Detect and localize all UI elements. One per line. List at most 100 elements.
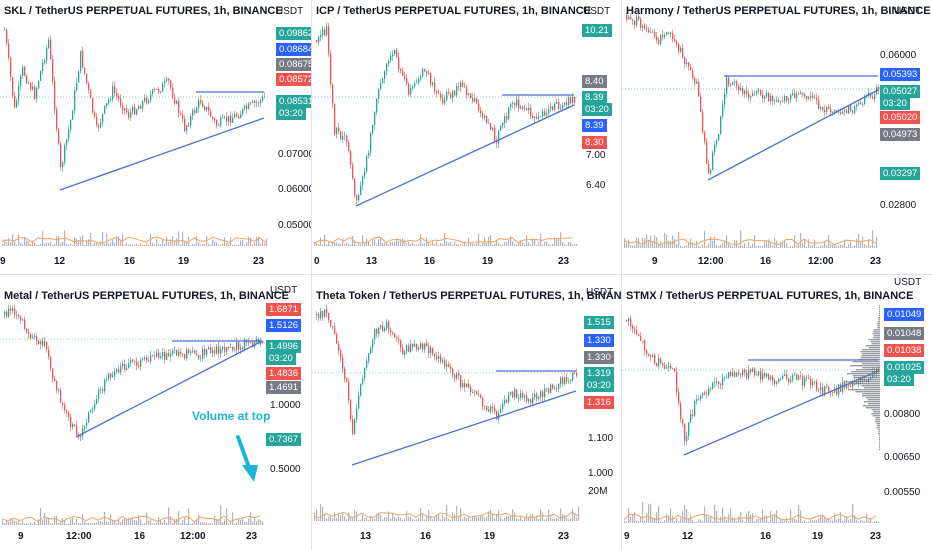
candle-body [346, 378, 348, 382]
volume-bar [640, 516, 642, 523]
volume-bar [754, 235, 756, 248]
candle-body [316, 313, 318, 315]
candle-body [386, 63, 388, 72]
x-tick-label: 9 [652, 256, 658, 267]
volume-bar [80, 523, 82, 525]
candle-body [676, 41, 678, 45]
volume-bar [770, 241, 772, 248]
volume-scale-label: 20M [588, 486, 608, 497]
volume-bar [4, 523, 6, 525]
y-tick-label: 0.02800 [880, 200, 917, 211]
candle-body [446, 91, 448, 100]
volume-bar [728, 243, 730, 248]
candle-body [366, 155, 368, 172]
volume-bar [78, 241, 80, 246]
candle-body [208, 106, 210, 111]
chart-panel-stmx[interactable]: STMX / TetherUS PERPETUAL FUTURES, 1h, B… [622, 275, 932, 550]
candle-body [362, 176, 364, 186]
candle-body [378, 88, 380, 99]
candle-body [336, 334, 338, 344]
volume-bar [434, 243, 436, 246]
volume-bar [508, 239, 510, 246]
candle-body [92, 98, 94, 113]
volume-bar [120, 522, 122, 525]
volume-bar [76, 238, 78, 246]
candle-body [828, 387, 830, 392]
volume-bar [6, 242, 8, 246]
volume-bar [760, 246, 762, 248]
volume-bar [632, 514, 634, 523]
volume-profile-bar [877, 327, 880, 329]
candle-body [786, 96, 788, 101]
chart-panel-harmony[interactable]: Harmony / TetherUS PERPETUAL FUTURES, 1h… [622, 0, 932, 274]
volume-bar [572, 244, 574, 246]
candle-body [458, 86, 460, 88]
volume-bar [498, 242, 500, 246]
candle-body [164, 81, 166, 84]
volume-bar [194, 522, 196, 525]
candle-body [790, 94, 792, 99]
candle-body [148, 360, 150, 362]
candle-body [846, 110, 848, 114]
candle-body [340, 350, 342, 358]
candle-body [332, 326, 334, 328]
candle-body [686, 62, 688, 64]
volume-bar [206, 522, 208, 525]
candle-body [222, 117, 224, 119]
candle-body [692, 414, 694, 416]
chart-panel-theta[interactable]: Theta Token / TetherUS PERPETUAL FUTURES… [312, 275, 621, 550]
candle-body [176, 349, 178, 356]
chart-panel-skl[interactable]: SKL / TetherUS PERPETUAL FUTURES, 1h, BI… [0, 0, 311, 274]
volume-bar [850, 518, 852, 523]
candle-body [206, 106, 208, 111]
candle-body [416, 82, 418, 84]
volume-bar [512, 241, 514, 246]
candle-body [140, 359, 142, 367]
volume-bar [394, 516, 396, 521]
volume-bar [444, 233, 446, 246]
x-tick-label: 19 [484, 531, 496, 542]
volume-bar [160, 244, 162, 246]
candle-body [792, 93, 794, 95]
volume-bar [358, 519, 360, 521]
chart-panel-icp[interactable]: ICP / TetherUS PERPETUAL FUTURES, 1h, BI… [312, 0, 621, 274]
y-tick-label: 0.06000 [278, 184, 311, 195]
volume-bar [570, 242, 572, 246]
candle-body [52, 59, 54, 82]
candle-body [824, 386, 826, 395]
candle-body [464, 383, 466, 388]
volume-bar [542, 244, 544, 246]
volume-bar [564, 243, 566, 246]
candle-body [122, 105, 124, 111]
volume-bar [724, 516, 726, 523]
candle-body [806, 96, 808, 100]
volume-bar [742, 519, 744, 523]
volume-bar [468, 238, 470, 246]
price-badge: 1.515 [584, 316, 614, 329]
volume-bar [348, 243, 350, 246]
candle-body [244, 339, 246, 350]
candle-body [84, 425, 86, 429]
candle-body [546, 388, 548, 390]
volume-bar [410, 516, 412, 521]
candle-body [4, 29, 6, 31]
volume-bar [674, 238, 676, 248]
candle-body [788, 98, 790, 101]
volume-bar [110, 242, 112, 246]
candle-body [840, 112, 842, 114]
candle-body [104, 105, 106, 114]
volume-bar [712, 240, 714, 248]
candle-body [556, 388, 558, 390]
volume-bar [388, 244, 390, 246]
volume-profile-bar [861, 363, 880, 365]
volume-bar [130, 519, 132, 525]
volume-bar [200, 244, 202, 246]
candle-body [720, 116, 722, 135]
candle-body [652, 31, 654, 33]
volume-bar [458, 516, 460, 521]
volume-bar [342, 512, 344, 521]
chart-panel-metal[interactable]: Metal / TetherUS PERPETUAL FUTURES, 1h, … [0, 275, 311, 550]
volume-bar [258, 236, 260, 246]
candle-body [864, 95, 866, 104]
candle-body [698, 81, 700, 97]
